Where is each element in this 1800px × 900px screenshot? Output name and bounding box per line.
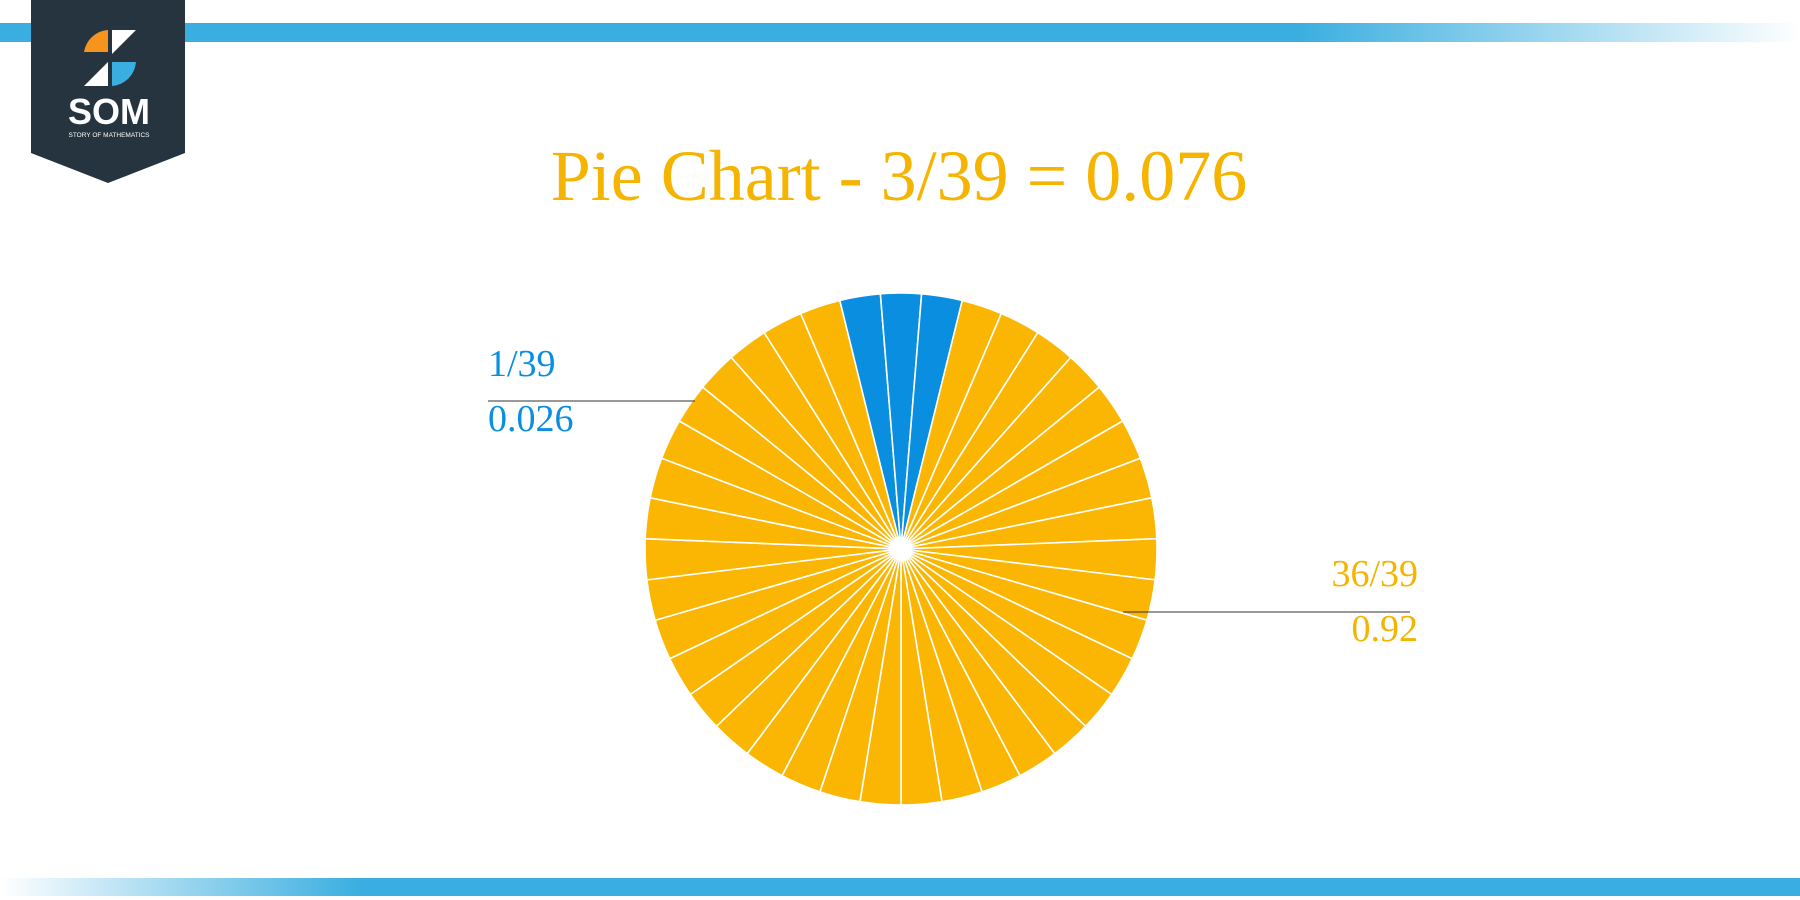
- pie-center: [889, 537, 913, 561]
- annotation-decimal: 0.026: [488, 398, 574, 440]
- logo-icon: [112, 62, 136, 86]
- annotation-fraction: 36/39: [1331, 553, 1418, 595]
- logo: SOM STORY OF MATHEMATICS: [31, 0, 185, 183]
- logo-icon: [112, 30, 136, 54]
- annotation-fraction: 1/39: [488, 343, 556, 385]
- top-bar: [0, 23, 1800, 42]
- pie-slice: [799, 299, 902, 550]
- logo-icon: [84, 30, 108, 52]
- annotation-decimal: 0.92: [1352, 608, 1419, 650]
- logo-title: SOM: [68, 91, 150, 132]
- bottom-bar: [0, 878, 1800, 896]
- chart-title: Pie Chart - 3/39 = 0.076: [551, 136, 1248, 216]
- logo-icon: [84, 62, 108, 86]
- logo-subtitle: STORY OF MATHEMATICS: [68, 132, 150, 139]
- logo-badge: [31, 0, 185, 183]
